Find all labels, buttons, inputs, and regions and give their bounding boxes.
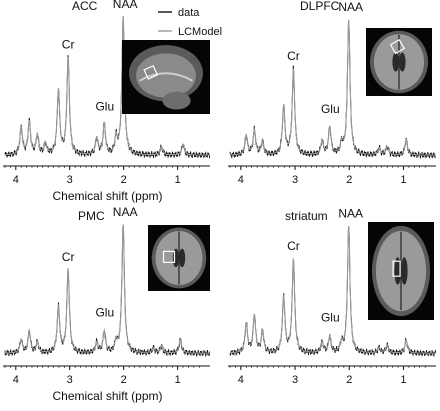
x-tick-label: 1 — [400, 174, 406, 186]
peak-label-naa: NAA — [338, 0, 363, 14]
corpus-callosum — [139, 72, 193, 82]
x-tick-label: 1 — [175, 374, 181, 386]
x-axis-label: Chemical shift (ppm) — [52, 389, 162, 403]
spectrum-panel-2: 4 3 2 1 Chemical shift (ppm) PMC Cr Glu NAA — [3, 205, 211, 403]
spectrum-panel-3: 4 3 2 1 striatum Cr Glu NAA — [228, 206, 437, 386]
voxel-box — [392, 260, 401, 277]
x-tick-label: 4 — [13, 374, 19, 386]
peak-label-naa: NAA — [113, 0, 138, 11]
mri-inset-image — [366, 28, 432, 96]
spectrum-panel-0: 4 3 2 1 Chemical shift (ppm) ACC Cr Glu NAA — [3, 0, 211, 203]
ventricle — [401, 257, 408, 285]
x-tick-label: 4 — [13, 174, 19, 186]
legend-lcmodel-label: LCModel — [178, 26, 222, 38]
x-axis-label: Chemical shift (ppm) — [52, 189, 162, 203]
legend-data-label: data — [178, 7, 200, 19]
x-tick-label: 4 — [238, 174, 244, 186]
region-label: ACC — [72, 0, 98, 13]
x-tick-label: 2 — [346, 374, 352, 386]
cerebellum — [162, 91, 191, 110]
ventricle — [179, 248, 186, 268]
spectrum-lcmodel-line — [4, 16, 210, 156]
x-tick-label: 4 — [238, 374, 244, 386]
peak-label-cr: Cr — [287, 239, 300, 253]
voxel-box — [389, 38, 406, 55]
spectrum-lcmodel-line — [230, 19, 436, 156]
legend: data LCModel — [158, 7, 222, 38]
voxel-box — [143, 64, 159, 80]
x-tick-label: 1 — [175, 174, 181, 186]
voxel-box — [162, 250, 176, 263]
ventricle — [392, 52, 400, 72]
spectrum-panel-1: 4 3 2 1 DLPFC Cr Glu NAA — [228, 0, 436, 186]
region-label: PMC — [78, 209, 105, 223]
mri-inset-image — [122, 40, 210, 114]
peak-label-cr: Cr — [62, 250, 75, 264]
peak-label-glu: Glu — [321, 310, 340, 324]
x-tick-label: 3 — [67, 174, 73, 186]
x-tick-label: 2 — [346, 174, 352, 186]
x-tick-label: 2 — [121, 374, 127, 386]
peak-label-naa: NAA — [113, 205, 138, 219]
peak-label-naa: NAA — [338, 206, 363, 220]
region-label: DLPFC — [300, 0, 340, 13]
spectrum-lcmodel-line — [5, 224, 210, 354]
mri-inset-image — [368, 222, 434, 320]
brain-tissue — [136, 53, 196, 98]
ventricle — [399, 52, 406, 72]
x-tick-label: 3 — [67, 374, 73, 386]
peak-label-glu: Glu — [95, 306, 114, 320]
x-tick-label: 3 — [292, 374, 298, 386]
spectrum-lcmodel-line — [230, 225, 436, 354]
region-label: striatum — [285, 209, 328, 223]
peak-label-glu: Glu — [95, 99, 114, 113]
x-tick-label: 2 — [121, 174, 127, 186]
x-tick-label: 3 — [292, 174, 298, 186]
ventricle — [394, 257, 402, 285]
mri-inset-image — [148, 225, 210, 291]
x-tick-label: 1 — [400, 374, 406, 386]
peak-label-glu: Glu — [321, 102, 340, 116]
peak-label-cr: Cr — [287, 49, 300, 63]
peak-label-cr: Cr — [62, 38, 75, 52]
